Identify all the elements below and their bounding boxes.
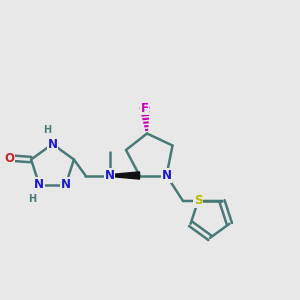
- Text: N: N: [34, 178, 44, 191]
- Text: N: N: [104, 169, 115, 182]
- Text: S: S: [194, 194, 202, 208]
- Text: N: N: [61, 178, 71, 191]
- Text: O: O: [4, 152, 14, 164]
- Polygon shape: [110, 172, 140, 179]
- Text: N: N: [47, 137, 58, 151]
- Text: H: H: [43, 124, 51, 135]
- Text: H: H: [28, 194, 36, 204]
- Text: N: N: [161, 169, 172, 182]
- Text: F: F: [141, 101, 148, 115]
